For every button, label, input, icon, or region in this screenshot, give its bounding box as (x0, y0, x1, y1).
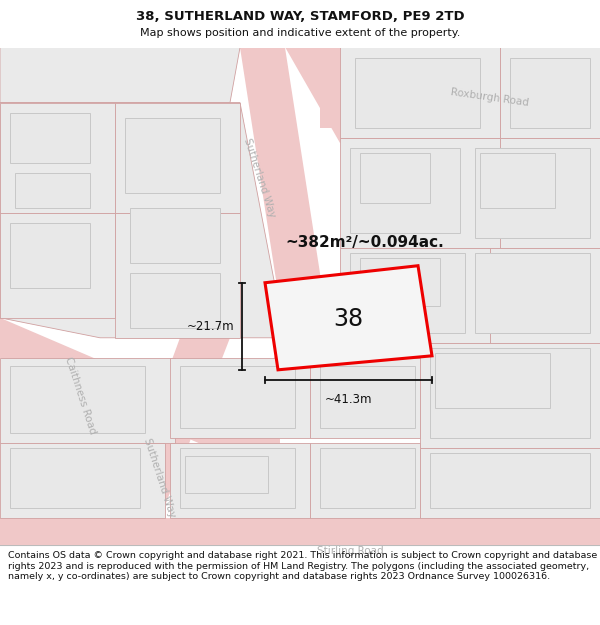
Polygon shape (430, 348, 590, 438)
Polygon shape (0, 102, 65, 208)
Polygon shape (480, 152, 555, 208)
Polygon shape (340, 48, 500, 138)
Polygon shape (360, 258, 440, 306)
Polygon shape (185, 456, 268, 493)
Polygon shape (125, 118, 220, 192)
Text: ~21.7m: ~21.7m (187, 320, 234, 332)
Polygon shape (340, 138, 500, 248)
Polygon shape (0, 443, 165, 518)
Text: ~382m²/~0.094ac.: ~382m²/~0.094ac. (286, 235, 445, 250)
Polygon shape (0, 318, 280, 478)
Polygon shape (170, 357, 310, 438)
Polygon shape (500, 48, 600, 138)
Polygon shape (0, 208, 65, 318)
Text: Map shows position and indicative extent of the property.: Map shows position and indicative extent… (140, 28, 460, 38)
Polygon shape (115, 213, 240, 338)
Polygon shape (310, 357, 420, 438)
Polygon shape (320, 48, 600, 128)
Polygon shape (285, 48, 600, 142)
Text: Stirling Road: Stirling Road (317, 546, 383, 556)
Polygon shape (420, 448, 600, 518)
Polygon shape (360, 152, 430, 202)
Polygon shape (0, 102, 115, 212)
Polygon shape (320, 366, 415, 428)
Polygon shape (115, 102, 240, 212)
Polygon shape (0, 357, 175, 443)
Polygon shape (310, 443, 420, 518)
Polygon shape (0, 102, 285, 338)
Polygon shape (10, 112, 90, 162)
Polygon shape (240, 48, 330, 338)
Text: Sutherland Way: Sutherland Way (242, 137, 278, 219)
Polygon shape (15, 173, 90, 208)
Text: ~41.3m: ~41.3m (325, 393, 372, 406)
Text: 38: 38 (333, 306, 364, 331)
Polygon shape (435, 352, 550, 408)
Polygon shape (10, 366, 145, 433)
Polygon shape (350, 148, 460, 232)
Polygon shape (340, 248, 490, 342)
Text: Sutherland Way: Sutherland Way (142, 437, 178, 519)
Polygon shape (0, 213, 115, 318)
Polygon shape (10, 222, 90, 288)
Polygon shape (500, 138, 600, 248)
Polygon shape (170, 443, 310, 518)
Text: Contains OS data © Crown copyright and database right 2021. This information is : Contains OS data © Crown copyright and d… (8, 551, 597, 581)
Polygon shape (320, 448, 415, 508)
Polygon shape (130, 208, 220, 262)
Text: Roxburgh Road: Roxburgh Road (451, 87, 530, 108)
Polygon shape (0, 518, 600, 583)
Polygon shape (180, 448, 295, 508)
Text: Caithness Road: Caithness Road (63, 356, 97, 436)
Polygon shape (475, 148, 590, 238)
Polygon shape (490, 248, 600, 342)
Polygon shape (420, 342, 600, 448)
Polygon shape (475, 253, 590, 332)
Polygon shape (355, 58, 480, 127)
Polygon shape (350, 253, 465, 332)
Text: 38, SUTHERLAND WAY, STAMFORD, PE9 2TD: 38, SUTHERLAND WAY, STAMFORD, PE9 2TD (136, 11, 464, 24)
Polygon shape (230, 338, 330, 438)
Polygon shape (0, 48, 240, 102)
Polygon shape (10, 448, 140, 508)
Polygon shape (265, 266, 432, 370)
Polygon shape (510, 58, 590, 127)
Polygon shape (90, 338, 230, 583)
Polygon shape (130, 272, 220, 328)
Polygon shape (180, 366, 295, 428)
Polygon shape (430, 453, 590, 508)
